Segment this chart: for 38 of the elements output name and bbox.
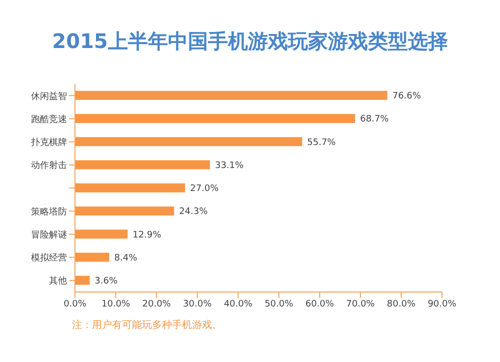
y-tick-label: 其他 — [49, 276, 67, 287]
y-tick-label: 冒险解谜 — [31, 229, 67, 240]
x-tick-label: 40.0% — [224, 299, 253, 310]
data-label: 33.1% — [214, 160, 244, 171]
data-label: 8.4% — [114, 253, 138, 264]
bar — [75, 114, 356, 124]
bar — [75, 230, 128, 239]
bar — [75, 160, 210, 170]
bar — [75, 276, 90, 285]
chart-title: 2015上半年中国手机游戏玩家游戏类型选择 — [51, 28, 449, 55]
x-tick-label: 20.0% — [142, 299, 172, 310]
x-tick-label: 60.0% — [305, 299, 334, 310]
data-label: 68.7% — [360, 114, 390, 125]
y-tick-label: 休闲益智 — [31, 90, 67, 102]
bar — [75, 206, 174, 216]
bar — [75, 183, 186, 192]
x-tick-label: 10.0% — [101, 299, 131, 310]
data-label: 24.3% — [179, 207, 208, 218]
text: 注：用户有可能玩多种手机游戏。 — [72, 318, 222, 332]
data-label: 55.7% — [307, 138, 336, 148]
y-tick-label: 动作射击 — [31, 160, 67, 172]
data-label: 27.0% — [190, 184, 220, 194]
x-tick-label: 50.0% — [264, 299, 294, 310]
x-tick-label: 0.0% — [64, 299, 87, 310]
x-tick-label: 90.0% — [428, 299, 457, 310]
data-label: 12.9% — [132, 230, 162, 240]
y-tick-label: 模拟经营 — [31, 252, 67, 264]
bar — [75, 252, 110, 262]
bar — [75, 137, 302, 146]
bar — [75, 90, 388, 100]
x-tick-label: 80.0% — [386, 299, 416, 310]
data-label: 76.6% — [392, 92, 422, 102]
y-tick-label: 扑克棋牌 — [30, 136, 67, 148]
y-tick-label: 跑酷竞速 — [31, 114, 67, 125]
x-tick-label: 70.0% — [346, 299, 376, 310]
x-tick-label: 30.0% — [183, 299, 212, 310]
y-tick-label: 策略塔防 — [31, 206, 67, 218]
data-label: 3.6% — [94, 276, 118, 287]
